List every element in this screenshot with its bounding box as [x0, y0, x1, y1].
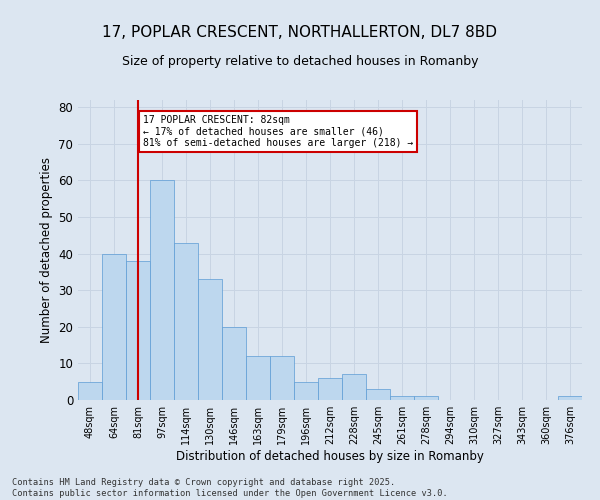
Bar — [414, 396, 438, 400]
Bar — [246, 356, 270, 400]
Text: 17 POPLAR CRESCENT: 82sqm
← 17% of detached houses are smaller (46)
81% of semi-: 17 POPLAR CRESCENT: 82sqm ← 17% of detac… — [143, 114, 413, 148]
Bar — [270, 356, 294, 400]
Bar — [558, 396, 582, 400]
X-axis label: Distribution of detached houses by size in Romanby: Distribution of detached houses by size … — [176, 450, 484, 463]
Bar — [150, 180, 174, 400]
Bar — [78, 382, 102, 400]
Bar — [390, 396, 414, 400]
Y-axis label: Number of detached properties: Number of detached properties — [40, 157, 53, 343]
Bar — [318, 378, 342, 400]
Text: Size of property relative to detached houses in Romanby: Size of property relative to detached ho… — [122, 55, 478, 68]
Bar — [222, 327, 246, 400]
Bar — [198, 280, 222, 400]
Text: 17, POPLAR CRESCENT, NORTHALLERTON, DL7 8BD: 17, POPLAR CRESCENT, NORTHALLERTON, DL7 … — [103, 25, 497, 40]
Bar — [174, 242, 198, 400]
Bar — [294, 382, 318, 400]
Text: Contains HM Land Registry data © Crown copyright and database right 2025.
Contai: Contains HM Land Registry data © Crown c… — [12, 478, 448, 498]
Bar — [342, 374, 366, 400]
Bar — [366, 389, 390, 400]
Bar — [102, 254, 126, 400]
Bar — [126, 261, 150, 400]
